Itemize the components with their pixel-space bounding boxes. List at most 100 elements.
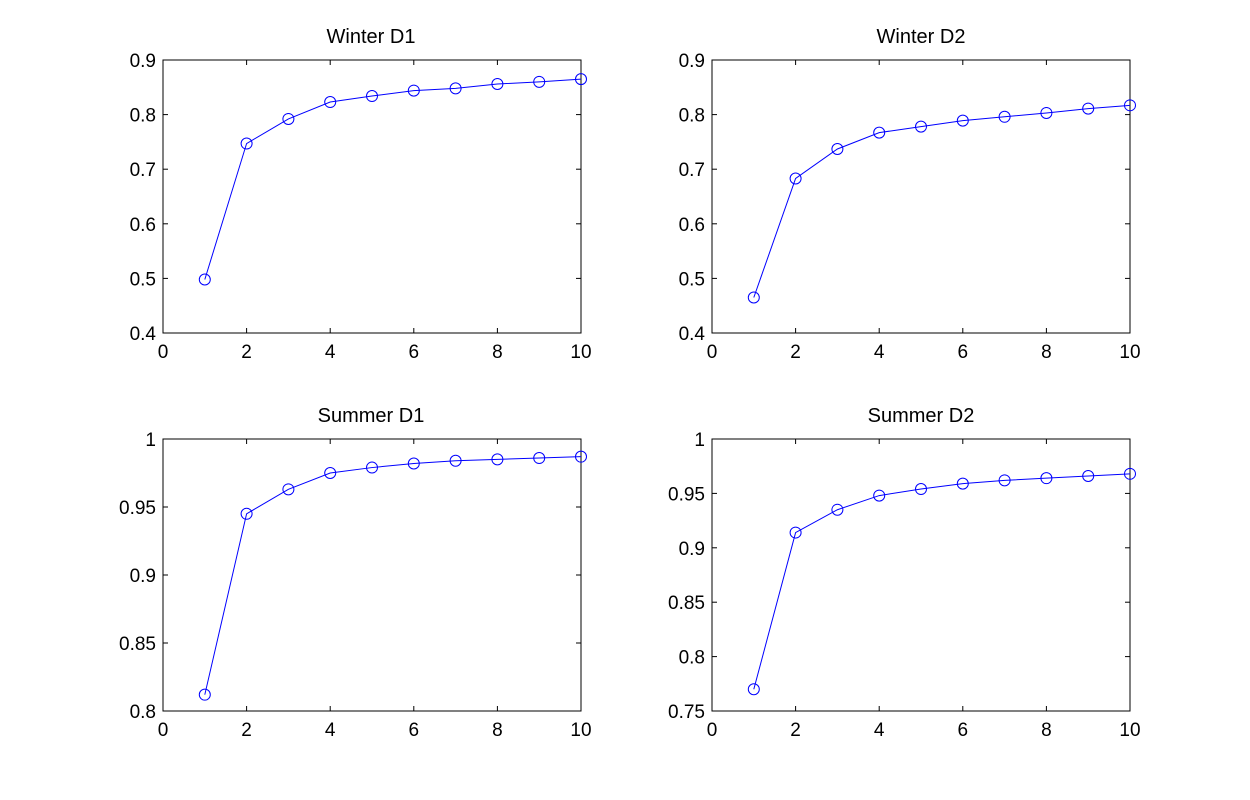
y-tick-label: 0.5 bbox=[679, 269, 705, 290]
data-point-marker bbox=[366, 90, 378, 103]
data-point-marker bbox=[366, 461, 378, 474]
y-tick-label: 0.8 bbox=[679, 648, 705, 669]
data-point-marker bbox=[747, 291, 760, 304]
data-point-marker bbox=[198, 688, 211, 701]
data-point-marker bbox=[491, 453, 504, 466]
data-point-marker bbox=[491, 78, 504, 91]
x-tick-label: 8 bbox=[1041, 720, 1052, 741]
x-tick-label: 8 bbox=[492, 720, 503, 741]
x-tick-label: 6 bbox=[409, 342, 420, 363]
data-point-marker bbox=[873, 126, 886, 139]
x-tick-label: 2 bbox=[790, 342, 801, 363]
data-point-marker bbox=[533, 75, 546, 88]
data-point-marker bbox=[789, 172, 802, 185]
axes-box bbox=[711, 59, 1131, 334]
data-point-marker bbox=[449, 454, 462, 467]
x-tick-label: 10 bbox=[570, 342, 591, 363]
y-tick-label: 1 bbox=[145, 430, 156, 451]
x-tick-label: 4 bbox=[874, 720, 885, 741]
x-tick-label: 2 bbox=[241, 342, 252, 363]
x-tick-label: 10 bbox=[570, 720, 591, 741]
data-point-marker bbox=[575, 450, 587, 463]
y-tick-label: 0.4 bbox=[679, 324, 706, 345]
y-tick-label: 0.7 bbox=[679, 160, 705, 181]
data-point-marker bbox=[1040, 106, 1053, 119]
subplot-title: Summer D1 bbox=[318, 405, 425, 427]
data-point-marker bbox=[915, 483, 927, 496]
data-point-marker bbox=[449, 82, 462, 95]
subplot-winter-d2: 0 2 4 6 8 10 0.4 0.5 0.6 0.7 0.8 0.9 Winter D2 bbox=[679, 26, 1141, 363]
y-tick-label: 0.6 bbox=[130, 215, 156, 236]
y-tick-label: 0.85 bbox=[119, 634, 156, 655]
y-tick-label: 0.8 bbox=[130, 702, 156, 723]
data-point-marker bbox=[282, 483, 295, 496]
y-tick-label: 0.95 bbox=[119, 498, 156, 519]
y-tick-label: 0.9 bbox=[679, 51, 705, 72]
axes-box bbox=[162, 59, 582, 334]
subplot-winter-d1: 0 2 4 6 8 10 0.4 0.5 0.6 0.7 0.8 0.9 Winter D1 bbox=[130, 26, 592, 363]
y-tick-label: 0.9 bbox=[679, 539, 705, 560]
data-point-marker bbox=[407, 457, 420, 470]
data-point-marker bbox=[407, 84, 420, 97]
subplot-summer-d1: 0 2 4 6 8 10 0.8 0.85 0.9 0.95 1 Summer D1 bbox=[119, 405, 592, 741]
subplot-title: Winter D2 bbox=[877, 26, 966, 48]
data-point-marker bbox=[747, 683, 760, 696]
y-tick-label: 0.9 bbox=[130, 566, 156, 587]
data-point-marker bbox=[831, 142, 844, 155]
y-tick-label: 0.8 bbox=[679, 106, 705, 127]
subplot-title: Winter D1 bbox=[327, 26, 416, 48]
x-tick-label: 4 bbox=[325, 720, 336, 741]
series-line bbox=[753, 473, 1131, 690]
data-point-marker bbox=[1082, 102, 1095, 115]
x-tick-label: 0 bbox=[158, 342, 169, 363]
subplot-summer-d2: 0 2 4 6 8 10 0.75 0.8 0.85 0.9 0.95 1 Summer D2 bbox=[668, 405, 1141, 741]
y-tick-label: 0.5 bbox=[130, 269, 156, 290]
data-point-marker bbox=[198, 273, 211, 286]
y-tick-label: 0.95 bbox=[668, 484, 705, 505]
x-tick-label: 8 bbox=[1041, 342, 1052, 363]
series-line bbox=[204, 456, 582, 695]
y-tick-label: 0.4 bbox=[130, 324, 157, 345]
data-point-marker bbox=[1124, 467, 1136, 480]
x-tick-label: 6 bbox=[958, 720, 969, 741]
x-tick-label: 4 bbox=[325, 342, 336, 363]
data-point-marker bbox=[324, 96, 337, 109]
x-tick-label: 10 bbox=[1119, 720, 1140, 741]
y-tick-label: 1 bbox=[694, 430, 705, 451]
x-tick-label: 0 bbox=[707, 720, 718, 741]
data-point-marker bbox=[533, 452, 546, 465]
data-point-marker bbox=[998, 110, 1011, 123]
x-tick-label: 10 bbox=[1119, 342, 1140, 363]
data-point-marker bbox=[956, 477, 969, 490]
x-tick-label: 2 bbox=[790, 720, 801, 741]
data-point-marker bbox=[1040, 472, 1053, 485]
subplot-title: Summer D2 bbox=[868, 405, 975, 427]
data-point-marker bbox=[324, 467, 337, 479]
data-point-marker bbox=[282, 112, 295, 125]
y-tick-label: 0.75 bbox=[668, 702, 705, 723]
data-point-marker bbox=[873, 489, 886, 502]
x-tick-label: 6 bbox=[409, 720, 420, 741]
y-tick-label: 0.85 bbox=[668, 593, 705, 614]
data-point-marker bbox=[789, 526, 802, 539]
axes-box bbox=[162, 438, 582, 712]
data-point-marker bbox=[575, 73, 587, 86]
x-tick-label: 4 bbox=[874, 342, 885, 363]
data-point-marker bbox=[998, 474, 1011, 487]
y-tick-label: 0.9 bbox=[130, 51, 156, 72]
x-tick-label: 8 bbox=[492, 342, 503, 363]
series-line bbox=[753, 104, 1131, 298]
x-tick-label: 2 bbox=[241, 720, 252, 741]
series-line bbox=[204, 78, 582, 280]
data-point-marker bbox=[915, 120, 927, 133]
y-tick-label: 0.8 bbox=[130, 106, 156, 127]
y-tick-label: 0.7 bbox=[130, 160, 156, 181]
data-point-marker bbox=[240, 137, 253, 150]
x-tick-label: 0 bbox=[158, 720, 169, 741]
x-tick-label: 0 bbox=[707, 342, 718, 363]
data-point-marker bbox=[956, 114, 969, 127]
axes-box bbox=[711, 438, 1131, 712]
data-point-marker bbox=[831, 503, 844, 516]
x-tick-label: 6 bbox=[958, 342, 969, 363]
